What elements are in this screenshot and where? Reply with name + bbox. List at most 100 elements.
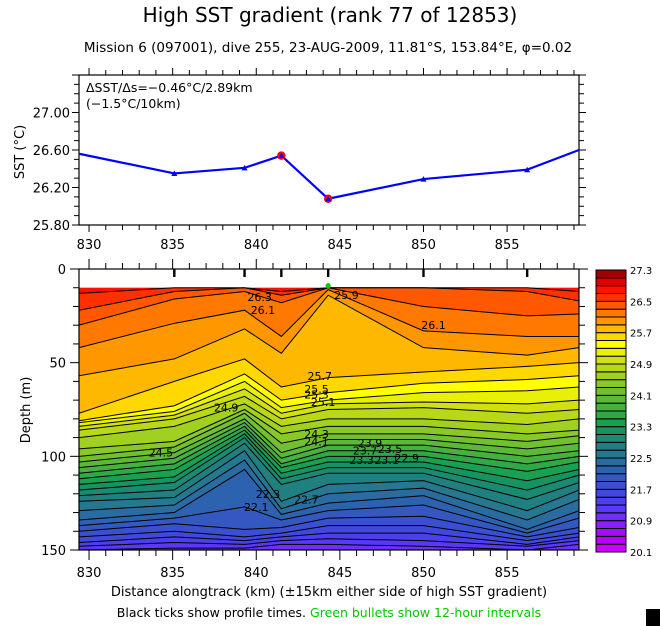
isotherm-label: 23.9 xyxy=(358,437,383,450)
footer-note: Black ticks show profile times. Green bu… xyxy=(117,605,541,620)
isotherm-lines xyxy=(79,287,579,550)
colorbar-bin xyxy=(595,426,627,435)
x-tick-label: 850 xyxy=(411,238,436,253)
gradient-annotation-line1: ΔSST/Δs=−0.46°C/2.89km xyxy=(86,80,253,95)
isotherm-label: 24.1 xyxy=(304,435,329,448)
y-tick-label: 27.00 xyxy=(33,107,70,122)
isotherm-23.1 xyxy=(79,436,579,491)
y-tick-label: 26.20 xyxy=(33,182,70,197)
y-tick-label: 0 xyxy=(58,263,66,278)
temperature-band xyxy=(79,426,579,479)
footer-note-green: Green bullets show 12-hour intervals xyxy=(310,605,541,620)
isotherm-label: 23.1 xyxy=(374,454,399,467)
sst-line xyxy=(78,148,580,200)
y-tick-label: 26.60 xyxy=(33,144,70,159)
colorbar-bin xyxy=(595,543,627,553)
x-tick-label: 830 xyxy=(77,566,102,581)
isotherm-25.7 xyxy=(79,358,579,414)
sst-y-axis-label: SST (°C) xyxy=(13,125,28,179)
temperature-band xyxy=(79,373,579,423)
colorbar-tick-label: 27.3 xyxy=(630,266,652,277)
isotherm-26.7 xyxy=(79,287,579,294)
colorbar-bin xyxy=(595,535,627,545)
colorbar-bin xyxy=(595,379,627,388)
colorbar-bin xyxy=(595,277,627,287)
temperature-band xyxy=(79,413,579,462)
colorbar-bin xyxy=(595,324,627,334)
x-tick-label: 850 xyxy=(411,566,436,581)
isotherm-23.3 xyxy=(79,433,579,485)
isotherm-label: 25.5 xyxy=(304,383,329,396)
colorbar-bin xyxy=(595,496,627,506)
isotherm-26.5 xyxy=(79,287,579,311)
isotherm-label: 25.3 xyxy=(304,389,329,402)
isotherm-21.9 xyxy=(79,515,579,538)
temperature-band xyxy=(79,418,579,468)
temperature-band xyxy=(79,396,579,438)
colorbar-bin xyxy=(595,402,627,412)
colorbar-tick-label: 20.1 xyxy=(630,548,652,559)
isotherm-25.9 xyxy=(79,294,579,377)
colorbar-tick-label: 23.3 xyxy=(630,423,652,434)
isotherm-label: 25.1 xyxy=(311,396,336,409)
colorbar-bin xyxy=(595,347,627,357)
isotherm-24.5 xyxy=(79,408,579,450)
profile-time-ticks xyxy=(173,269,529,289)
colorbar-bin xyxy=(595,269,627,279)
x-tick-label: 835 xyxy=(160,238,185,253)
colorbar-bin xyxy=(595,316,627,326)
x-tick-label: 855 xyxy=(495,566,520,581)
isotherm-21.3 xyxy=(79,538,579,547)
colorbar-bin xyxy=(595,441,627,451)
isotherm-23.5 xyxy=(79,429,579,480)
sst-point xyxy=(278,152,285,159)
colorbar-bin xyxy=(595,340,627,349)
x-tick-label: 830 xyxy=(77,238,102,253)
colorbar-tick-label: 25.7 xyxy=(630,329,652,340)
colorbar-bin xyxy=(595,394,627,404)
isotherm-24.7 xyxy=(79,403,579,439)
colorbar-bin xyxy=(595,457,627,467)
x-tick-label: 840 xyxy=(244,238,269,253)
colorbar-bin xyxy=(595,371,627,381)
isotherm-22.1 xyxy=(79,504,579,534)
colorbar-tick-label: 24.1 xyxy=(630,391,652,402)
depth-y-axis-label: Depth (m) xyxy=(19,377,34,444)
sst-point xyxy=(241,164,248,171)
colorbar-bin xyxy=(595,504,627,514)
temperature-band xyxy=(79,287,579,311)
temperature-band xyxy=(79,409,579,457)
sst-point xyxy=(420,176,427,182)
isotherm-26.3 xyxy=(79,287,579,326)
isotherm-label: 25.7 xyxy=(308,370,333,383)
isotherm-labels: 26.326.125.926.125.725.525.325.124.924.5… xyxy=(149,289,446,514)
colorbar-bin xyxy=(595,387,627,396)
temperature-band xyxy=(79,422,579,474)
isotherm-26.1 xyxy=(79,289,579,349)
colorbar-bin xyxy=(595,332,627,341)
colorbar-tick-label: 22.5 xyxy=(630,454,652,465)
isotherm-22.3 xyxy=(79,468,579,530)
colorbar-bin xyxy=(595,434,627,443)
isotherm-label: 24.5 xyxy=(149,447,174,460)
isotherm-label: 23.3 xyxy=(349,454,374,467)
footer-note-black: Black ticks show profile times. xyxy=(117,605,306,620)
colorbar: 27.3 26.5 25.7 24.9 24.1 23.3 22.5 21.7 20.9 20.1 xyxy=(595,266,652,559)
sst-point xyxy=(325,195,332,202)
temperature-band xyxy=(79,437,579,500)
colorbar-tick-label: 26.5 xyxy=(630,297,652,308)
isotherm-24.3 xyxy=(79,412,579,457)
temperature-band xyxy=(79,287,579,326)
chart-subtitle: Mission 6 (097001), dive 255, 23-AUG-200… xyxy=(84,40,572,56)
temperature-band xyxy=(79,381,579,427)
temperature-band xyxy=(79,295,579,414)
isotherm-label: 22.9 xyxy=(395,452,420,465)
band-26.7-26.9 xyxy=(79,287,579,294)
colorbar-tick-label: 20.9 xyxy=(630,517,652,528)
x-tick-label: 845 xyxy=(327,566,352,581)
corner-marker xyxy=(646,609,660,626)
isotherm-label: 26.3 xyxy=(247,291,272,304)
isotherm-label: 22.7 xyxy=(294,493,319,506)
y-tick-label: 150 xyxy=(41,544,66,559)
